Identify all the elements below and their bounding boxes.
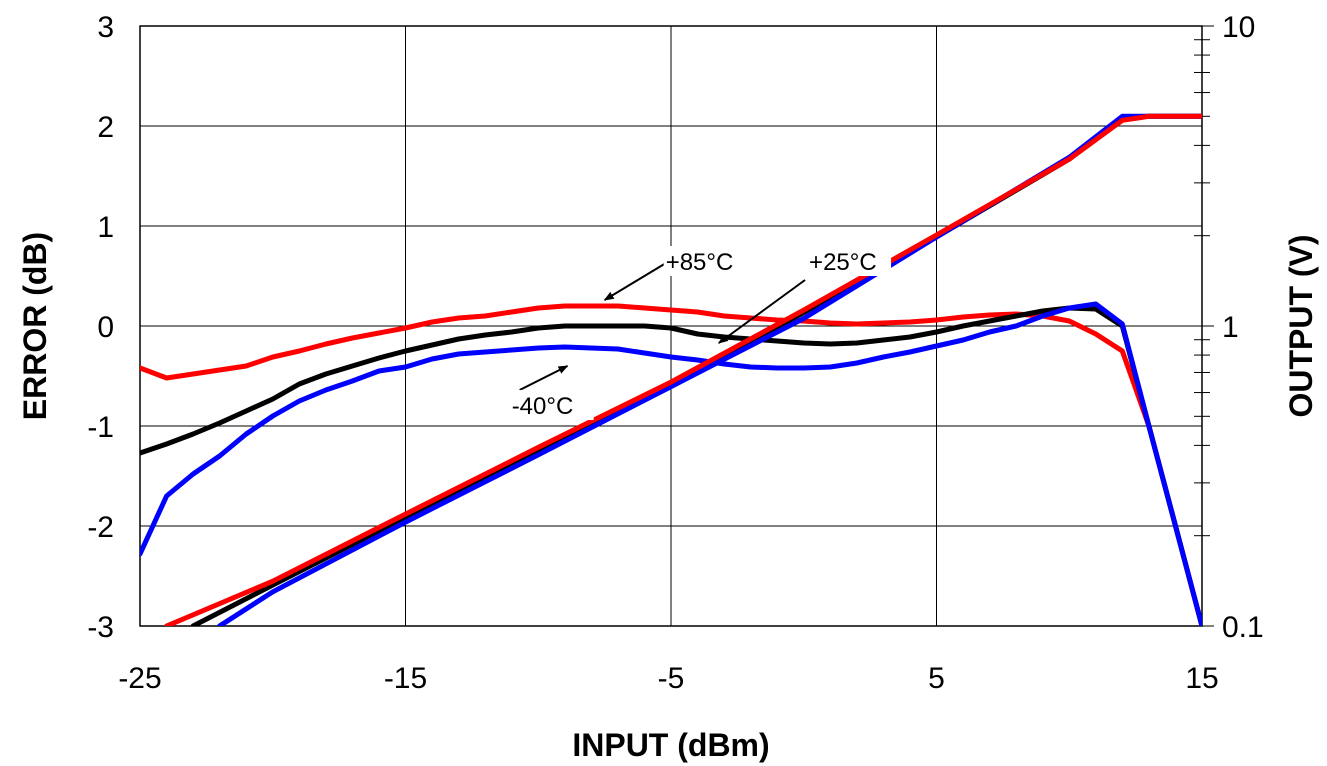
annotations: +85°C +25°C -40°C <box>509 246 892 420</box>
left-y-tick-label: 1 <box>97 211 114 244</box>
right-y-axis-title: OUTPUT (V) <box>1283 234 1319 417</box>
annotation-arrow <box>717 279 806 344</box>
x-tick-labels: -25 -15 -5 5 15 <box>118 662 1218 695</box>
left-y-tick-label: 0 <box>97 311 114 344</box>
right-y-tick-labels: 10 1 0.1 <box>1222 11 1264 644</box>
left-y-tick-label: -1 <box>87 411 114 444</box>
annotation-label: +25°C <box>809 249 877 276</box>
left-y-tick-label: -2 <box>87 511 114 544</box>
right-y-tick-label: 0.1 <box>1222 611 1264 644</box>
annotation-arrow <box>519 365 569 391</box>
x-tick-label: -5 <box>658 662 685 695</box>
error-line-plus25C <box>140 305 1202 626</box>
annotation-label-bg <box>807 246 892 276</box>
output-line-minus40C <box>217 113 1202 626</box>
left-y-tick-label: 2 <box>97 111 114 144</box>
output-line-plus85C <box>164 113 1202 626</box>
annotation-label-bg <box>509 390 594 420</box>
annotation-label: +85°C <box>666 249 734 276</box>
right-y-tick-label: 1 <box>1222 311 1239 344</box>
x-tick-label: -15 <box>384 662 427 695</box>
left-y-tick-labels: 3 2 1 0 -1 -2 -3 <box>87 11 114 644</box>
x-tick-label: -25 <box>118 662 161 695</box>
annotation-label-bg <box>663 246 748 276</box>
plot-area <box>139 25 1203 627</box>
left-y-axis-title: ERROR (dB) <box>17 232 53 420</box>
series-lines <box>140 113 1202 626</box>
x-tick-label: 5 <box>928 662 945 695</box>
left-y-tick-label: 3 <box>97 11 114 44</box>
right-y-tick-label: 10 <box>1222 11 1255 44</box>
x-tick-label: 15 <box>1185 662 1218 695</box>
annotation-arrow <box>603 261 669 301</box>
x-axis-title: INPUT (dBm) <box>572 727 769 763</box>
annotation-label: -40°C <box>512 393 574 420</box>
error-line-minus40C <box>140 301 1202 626</box>
left-y-tick-label: -3 <box>87 611 114 644</box>
